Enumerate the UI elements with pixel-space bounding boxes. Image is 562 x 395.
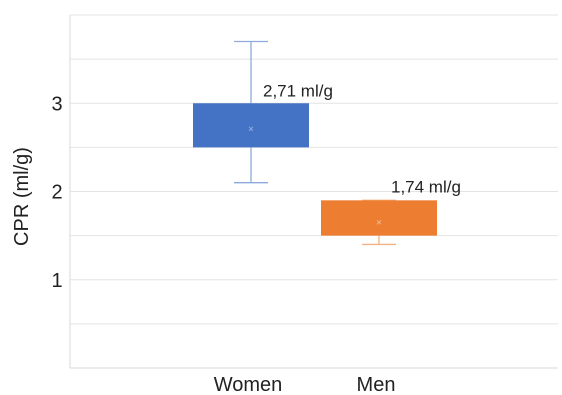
box-rect — [321, 200, 437, 236]
y-tick-label: 1 — [51, 270, 62, 292]
x-category-labels: Women Men — [214, 374, 396, 395]
y-tick-label: 3 — [51, 93, 62, 115]
y-axis-title: CPR (ml/g) — [11, 147, 33, 246]
data-label: 2,71 ml/g — [263, 81, 333, 100]
mean-marker — [248, 126, 254, 132]
mean-marker — [376, 220, 382, 225]
x-category-label: Men — [357, 374, 396, 395]
boxes: 2,71 ml/g 1,74 ml/g — [193, 40, 461, 246]
box-women: 2,71 ml/g — [193, 40, 333, 184]
box-men: 1,74 ml/g — [321, 177, 461, 246]
gridlines — [70, 14, 558, 325]
box-rect — [193, 103, 309, 148]
y-tick-labels: 1 2 3 — [51, 93, 62, 292]
y-tick-label: 2 — [51, 182, 62, 204]
x-category-label: Women — [214, 374, 283, 395]
data-label: 1,74 ml/g — [391, 177, 461, 196]
